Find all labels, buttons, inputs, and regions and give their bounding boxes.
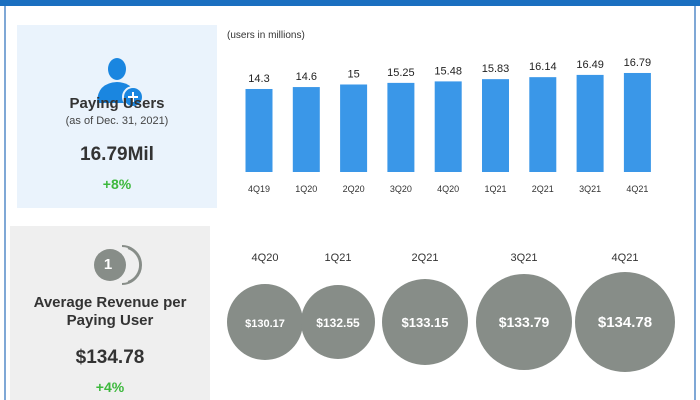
- x-tick-label: 1Q20: [295, 184, 317, 194]
- bar-2Q20: [340, 84, 368, 172]
- x-tick-label: 2Q21: [532, 184, 554, 194]
- bar-2Q21: [529, 77, 557, 172]
- paying-users-change: +8%: [102, 176, 132, 192]
- coin-icon-text: 1: [103, 256, 113, 273]
- arpu-value: $134.78: [75, 347, 145, 368]
- bubble-2Q21: [382, 279, 468, 365]
- x-tick-label: 3Q21: [579, 184, 601, 194]
- frame-border: [4, 6, 6, 400]
- bar-value-label: 14.3: [248, 73, 269, 85]
- bar-3Q21: [576, 74, 604, 172]
- x-tick-label: 4Q21: [626, 184, 648, 194]
- x-tick-label: 2Q20: [343, 184, 365, 194]
- bubble-category-label: 1Q21: [325, 252, 352, 264]
- bubble-value-label: $132.55: [316, 316, 360, 330]
- arpu-title: Average Revenue per: [33, 294, 187, 311]
- arpu-change: +4%: [95, 379, 125, 395]
- arpu-panel: 1 Average Revenue per Paying User $134.7…: [10, 226, 210, 400]
- paying-users-title: Paying Users: [69, 95, 165, 112]
- frame-border: [694, 6, 696, 400]
- user-add-icon: [97, 58, 144, 108]
- bubble-value-label: $134.78: [598, 314, 652, 331]
- bar-value-label: 15.25: [387, 67, 415, 79]
- bar-value-label: 16.79: [624, 57, 652, 69]
- coin-icon: [94, 245, 142, 285]
- paying-users-panel: Paying Users (as of Dec. 31, 2021) 16.79…: [17, 25, 217, 208]
- bar-value-label: 16.49: [576, 59, 604, 71]
- bar-value-label: 15.83: [482, 63, 510, 75]
- header-bar: [0, 0, 700, 6]
- bar-4Q20: [434, 81, 462, 172]
- bar-4Q19: [245, 88, 273, 172]
- bar-value-label: 14.6: [296, 71, 317, 83]
- bar-value-label: 15: [347, 68, 359, 80]
- bubble-4Q20: [227, 284, 303, 360]
- bubble-3Q21: [476, 274, 572, 370]
- x-tick-label: 1Q21: [484, 184, 506, 194]
- bar-1Q21: [482, 79, 509, 172]
- x-tick-label: 4Q20: [437, 184, 459, 194]
- paying-users-subtitle: (as of Dec. 31, 2021): [65, 115, 169, 127]
- bubble-4Q21: [575, 272, 675, 372]
- bubble-category-label: 3Q21: [511, 252, 538, 264]
- bubble-value-label: $133.15: [402, 315, 449, 330]
- bubble-category-label: 2Q21: [412, 252, 439, 264]
- x-tick-label: 3Q20: [390, 184, 412, 194]
- arpu-title-line2: Paying User: [66, 312, 154, 329]
- bubble-category-label: 4Q20: [252, 252, 279, 264]
- bubble-value-label: $133.79: [499, 314, 550, 330]
- bar-1Q20: [292, 87, 320, 172]
- bar-3Q20: [387, 82, 415, 172]
- bubble-value-label: $130.17: [245, 318, 285, 330]
- paying-users-value: 16.79Mil: [80, 144, 154, 165]
- bubble-1Q21: [301, 285, 375, 359]
- bubble-category-label: 4Q21: [612, 252, 639, 264]
- bar-value-label: 15.48: [434, 65, 462, 77]
- chart-unit-label: (users in millions): [227, 30, 305, 41]
- x-tick-label: 4Q19: [248, 184, 270, 194]
- bar-4Q21: [623, 72, 651, 172]
- bar-value-label: 16.14: [529, 61, 557, 73]
